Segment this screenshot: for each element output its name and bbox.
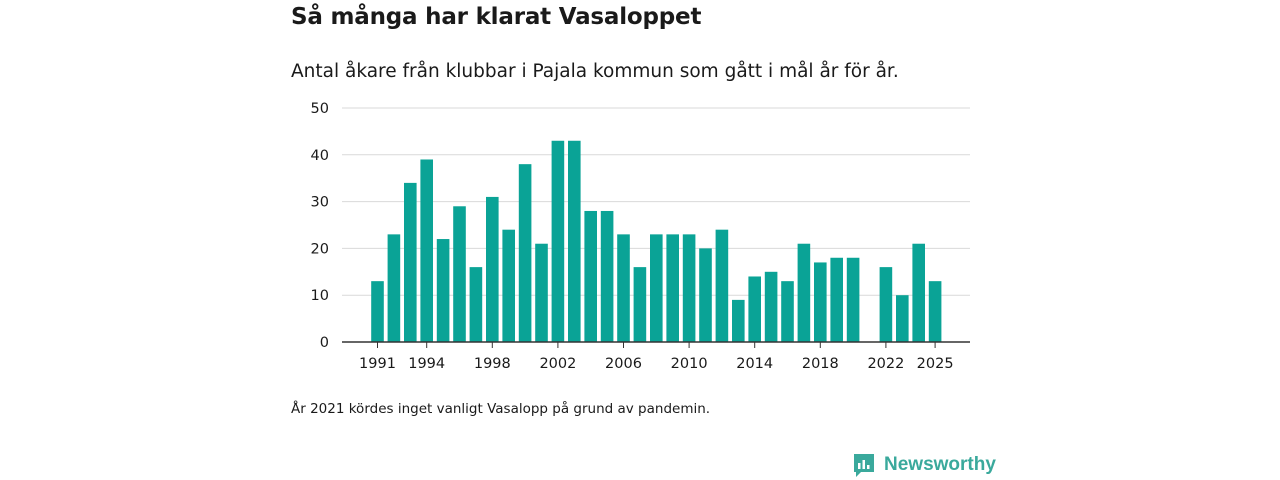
bar-1997 <box>469 267 483 342</box>
bar-2002 <box>551 140 565 342</box>
bar-2020 <box>846 257 860 342</box>
brand-logo[interactable]: Newsworthy <box>852 452 996 478</box>
bar-2012 <box>715 229 729 342</box>
bar-1999 <box>502 229 515 342</box>
bar-2007 <box>633 267 647 342</box>
bar-1994 <box>420 159 433 342</box>
bar-1992 <box>387 234 401 342</box>
bar-2010 <box>682 234 696 342</box>
x-tick-label: 2010 <box>671 356 708 372</box>
bar-2009 <box>666 234 679 342</box>
bar-2014 <box>748 276 761 342</box>
bar-2011 <box>699 248 712 342</box>
x-tick-label: 1998 <box>474 356 511 372</box>
bar-1995 <box>436 239 450 342</box>
bar-1998 <box>486 196 499 342</box>
x-tick-label: 2002 <box>539 356 576 372</box>
y-axis-ticks: 0 10 20 30 40 50 <box>311 101 329 351</box>
bar-2006 <box>617 234 630 342</box>
bar-2022 <box>879 267 893 342</box>
x-tick-label: 1991 <box>359 356 396 372</box>
x-tick-label: 2014 <box>736 356 773 372</box>
bar-2016 <box>781 281 794 342</box>
y-tick-label: 50 <box>311 101 329 117</box>
x-tick-label: 1994 <box>408 356 445 372</box>
bar-2024 <box>912 243 925 342</box>
x-tick-label: 2022 <box>867 356 904 372</box>
bar-2019 <box>830 257 843 342</box>
bar-chart: 0 10 20 30 40 50 1991 1994 1998 2002 2006 2010 2014… <box>311 101 970 372</box>
y-tick-label: 0 <box>320 335 329 351</box>
bar-2003 <box>568 140 581 342</box>
y-tick-label: 40 <box>311 148 329 164</box>
x-tick-label: 2025 <box>917 356 954 372</box>
footnote: År 2021 kördes inget vanligt Vasalopp på… <box>291 401 711 417</box>
x-tick-label: 2018 <box>802 356 839 372</box>
brand-name: Newsworthy <box>884 454 996 475</box>
bar-2017 <box>797 243 811 342</box>
bar-2008 <box>650 234 663 342</box>
x-tick-label: 2006 <box>605 356 642 372</box>
y-tick-label: 30 <box>311 195 329 211</box>
bar-2005 <box>600 210 614 342</box>
bar-2018 <box>814 262 827 342</box>
newsworthy-logo-icon <box>854 454 874 477</box>
bar-2004 <box>584 210 597 342</box>
bar-1991 <box>371 281 384 342</box>
bar-2023 <box>896 295 909 342</box>
y-tick-label: 10 <box>311 288 329 304</box>
x-axis-ticks: 1991 1994 1998 2002 2006 2010 2014 2018 2022 2025 <box>359 342 954 372</box>
bar-1993 <box>404 182 417 342</box>
bar-2001 <box>535 243 548 342</box>
bar-2000 <box>518 164 532 342</box>
bar-1996 <box>453 206 466 342</box>
chart-title: Så många har klarat Vasaloppet <box>291 4 702 30</box>
bar-2025 <box>928 281 942 342</box>
bar-2015 <box>764 271 778 342</box>
bars <box>371 140 942 342</box>
bar-2013 <box>732 299 745 342</box>
y-tick-label: 20 <box>311 241 329 257</box>
chart-subtitle: Antal åkare från klubbar i Pajala kommun… <box>291 61 899 82</box>
